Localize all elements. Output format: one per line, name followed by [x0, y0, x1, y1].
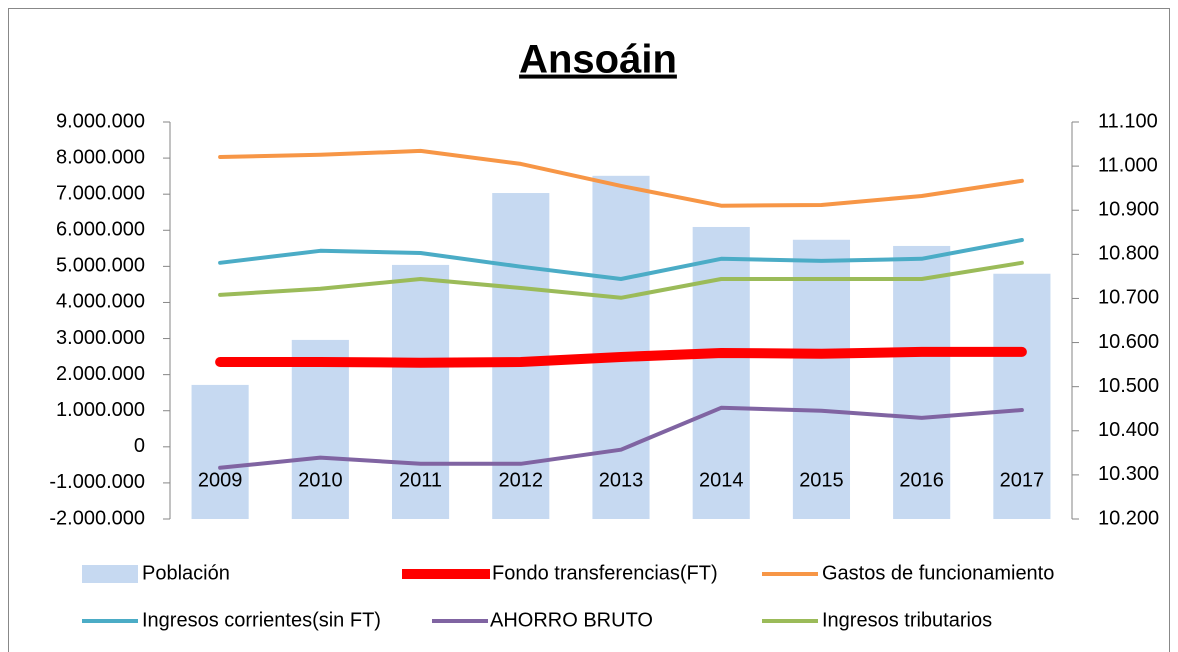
y-tick-label: 1.000.000 [56, 399, 145, 421]
legend-label: Ingresos tributarios [822, 609, 992, 631]
x-tick-label: 2011 [399, 469, 442, 491]
y-tick-label: 5.000.000 [56, 255, 145, 277]
x-tick-label: 2016 [899, 469, 944, 491]
y2-tick-label: 10.200 [1098, 507, 1159, 529]
y-tick-label: 8.000.000 [56, 146, 145, 168]
y-tick-label: -2.000.000 [49, 507, 145, 529]
chart-frame [8, 8, 1170, 652]
bar [191, 384, 249, 519]
line-series [218, 148, 1024, 208]
y-tick-label: 0 [134, 435, 145, 457]
x-tick-label: 2010 [298, 469, 343, 491]
y-tick-label: 7.000.000 [56, 182, 145, 204]
y2-tick-label: 10.600 [1098, 331, 1159, 353]
bar [592, 175, 650, 519]
legend-label: Gastos de funcionamiento [822, 562, 1054, 584]
y2-tick-label: 10.700 [1098, 287, 1159, 309]
bar [792, 239, 851, 519]
line-series [218, 260, 1024, 300]
x-tick-label: 2014 [699, 469, 744, 491]
y2-tick-label: 10.400 [1098, 419, 1159, 441]
line-series [218, 405, 1024, 470]
x-tick-label: 2009 [198, 469, 243, 491]
y2-tick-label: 10.900 [1098, 199, 1159, 221]
y-tick-label: 3.000.000 [56, 327, 145, 349]
y2-tick-label: 11.000 [1098, 154, 1158, 176]
y-tick-label: -1.000.000 [49, 471, 145, 493]
bar [893, 245, 951, 520]
x-tick-label: 2015 [799, 469, 844, 491]
line-series [218, 238, 1024, 281]
legend-label: Ingresos corrientes(sin FT) [142, 609, 381, 631]
legend-label: AHORRO BRUTO [490, 609, 653, 631]
line-series [215, 346, 1027, 368]
legend-label: Fondo transferencias(FT) [492, 562, 718, 584]
y2-tick-label: 10.300 [1098, 463, 1159, 485]
y-tick-label: 2.000.000 [56, 363, 145, 385]
legend-label: Población [142, 562, 230, 584]
x-tick-label: 2017 [1000, 469, 1045, 491]
x-tick-label: 2012 [499, 469, 544, 491]
bar [391, 264, 450, 519]
bar [692, 226, 750, 520]
bar [993, 273, 1051, 519]
y-tick-label: 9.000.000 [56, 110, 145, 132]
legend-swatch [82, 565, 138, 583]
y2-tick-label: 11.100 [1098, 110, 1158, 132]
bar [291, 339, 349, 519]
x-tick-label: 2013 [599, 469, 644, 491]
y2-tick-label: 10.500 [1098, 375, 1159, 397]
y2-tick-label: 10.800 [1098, 243, 1159, 265]
chart-title: Ansoáin [519, 38, 677, 82]
y-tick-label: 6.000.000 [56, 219, 145, 241]
y-tick-label: 4.000.000 [56, 291, 145, 313]
